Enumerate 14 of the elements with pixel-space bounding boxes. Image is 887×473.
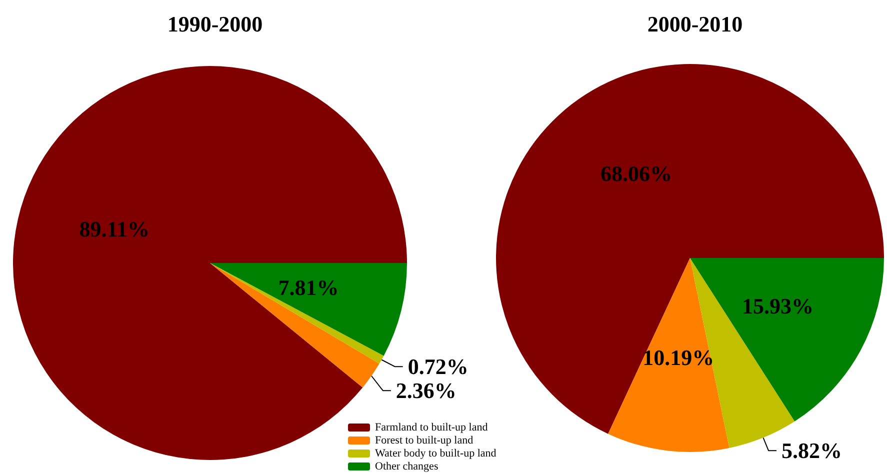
data-label: 15.93% xyxy=(742,293,814,318)
data-label: 68.06% xyxy=(600,161,672,186)
legend-label: Water body to built-up land xyxy=(375,448,497,460)
data-label: 10.19% xyxy=(642,344,714,370)
legend-label: Forest to built-up land xyxy=(375,434,474,446)
legend-label: Other changes xyxy=(375,460,438,472)
data-label: 0.72% xyxy=(408,354,468,380)
data-label: 5.82% xyxy=(782,438,842,464)
data-label: 89.11% xyxy=(79,216,150,242)
data-label: 2.36% xyxy=(396,378,456,404)
data-label: 7.81% xyxy=(278,275,339,300)
chart-title: 1990-2000 xyxy=(167,12,263,36)
legend-label: Farmland to built-up land xyxy=(375,422,488,434)
chart-title: 2000-2010 xyxy=(647,12,743,36)
